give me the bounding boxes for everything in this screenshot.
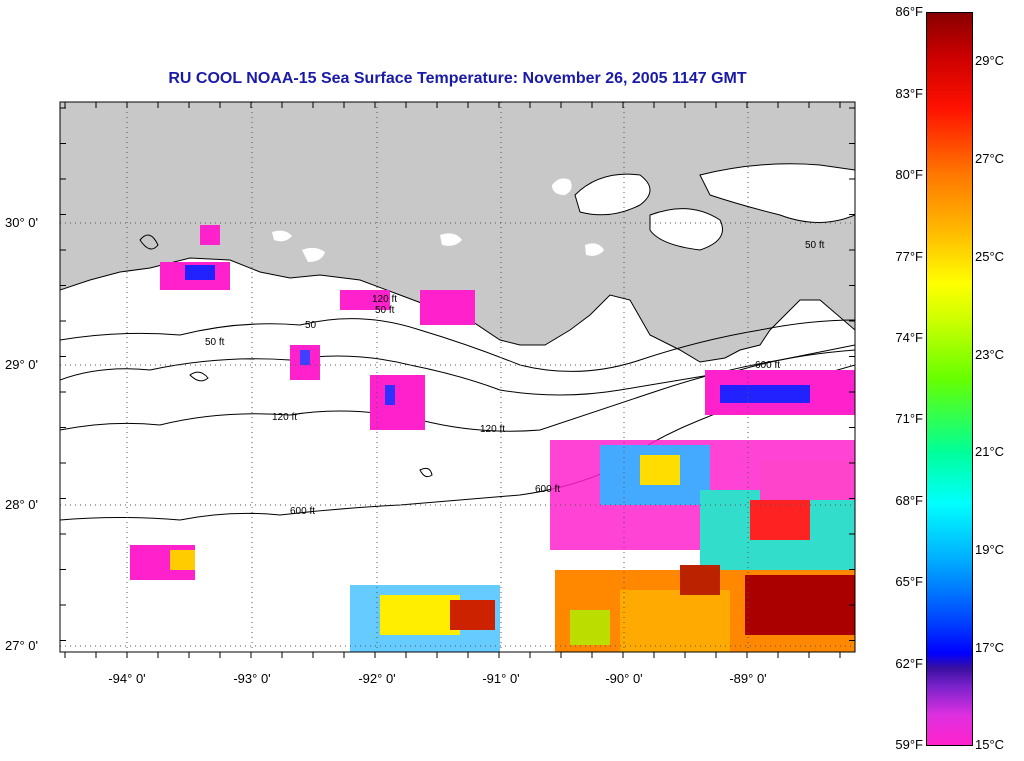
lat-label: 28° 0' [5, 497, 38, 512]
lake [574, 173, 651, 216]
fahrenheit-tick: 68°F [895, 493, 923, 508]
lat-label: 27° 0' [5, 638, 38, 653]
map-title: RU COOL NOAA-15 Sea Surface Temperature:… [168, 70, 747, 87]
fahrenheit-tick: 80°F [895, 167, 923, 182]
lon-label: -91° 0' [482, 671, 520, 686]
land-mass [60, 102, 855, 363]
fahrenheit-tick: 65°F [895, 574, 923, 589]
contour-label: 50 ft [805, 240, 825, 251]
sst-pixels [130, 225, 855, 652]
fahrenheit-tick: 74°F [895, 330, 923, 345]
celsius-tick: 19°C [975, 542, 1005, 557]
fahrenheit-tick: 59°F [895, 737, 923, 752]
map-frame [59, 101, 856, 653]
contour-label: 600 ft [290, 506, 315, 517]
lake [699, 163, 855, 223]
contour-label: 120 ft [480, 424, 505, 435]
celsius-tick: 17°C [975, 640, 1005, 655]
lon-label: -90° 0' [605, 671, 643, 686]
lon-label: -92° 0' [358, 671, 396, 686]
lake [585, 243, 604, 256]
contour-label: 120 ft [372, 294, 397, 305]
celsius-tick: 29°C [975, 53, 1005, 68]
contour-label: 50 ft [205, 337, 225, 348]
lon-label: -94° 0' [108, 671, 146, 686]
lake [552, 178, 572, 195]
celsius-tick: 27°C [975, 151, 1005, 166]
lake [302, 247, 325, 262]
lat-label: 30° 0' [5, 215, 38, 230]
fahrenheit-tick: 77°F [895, 249, 923, 264]
sst-map: 50 ft 120 ft 600 ft 50 50 ft 120 ft 600 … [59, 101, 856, 658]
fahrenheit-tick: 71°F [895, 411, 923, 426]
contour-label: 50 [305, 320, 317, 331]
contour-label: 120 ft [272, 412, 297, 423]
lake [440, 233, 462, 246]
lon-label: -89° 0' [729, 671, 767, 686]
celsius-tick: 25°C [975, 249, 1005, 264]
celsius-tick: 15°C [975, 737, 1005, 752]
contour-label: 600 ft [755, 360, 780, 371]
contour-label: 50 ft [375, 305, 395, 316]
fahrenheit-tick: 62°F [895, 656, 923, 671]
fahrenheit-tick: 83°F [895, 86, 923, 101]
celsius-tick: 23°C [975, 347, 1005, 362]
lat-label: 29° 0' [5, 357, 38, 372]
colorbar [926, 12, 973, 746]
lake [272, 230, 292, 242]
celsius-tick: 21°C [975, 444, 1005, 459]
lake [649, 208, 723, 251]
fahrenheit-tick: 86°F [895, 4, 923, 19]
contour-label: 600 ft [535, 484, 560, 495]
lon-label: -93° 0' [233, 671, 271, 686]
